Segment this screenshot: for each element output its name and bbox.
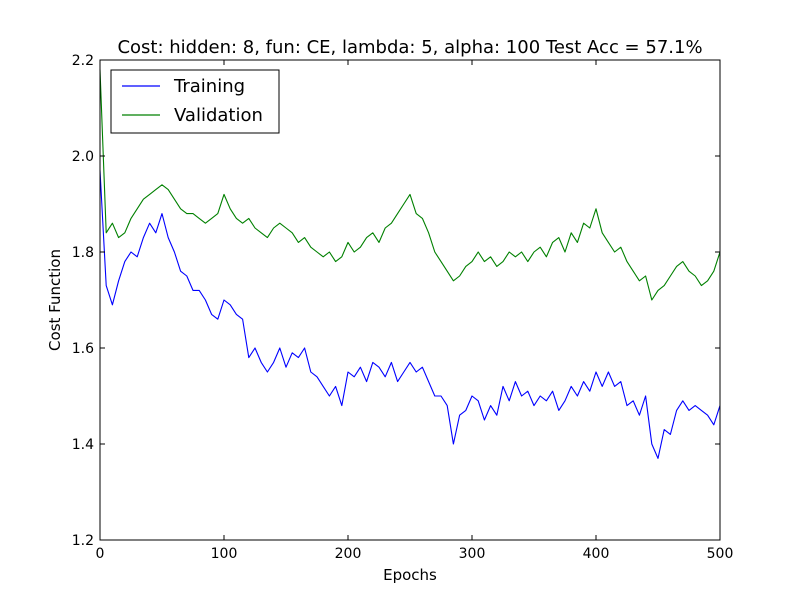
legend-box [110,69,280,134]
x-tick-label: 400 [583,546,610,562]
legend: Training Validation [110,69,280,134]
legend-label-training: Training [173,76,245,97]
chart-title: Cost: hidden: 8, fun: CE, lambda: 5, alp… [117,37,702,58]
y-axis-label: Cost Function [46,249,64,351]
x-tick-label: 300 [459,546,486,562]
x-tick-label: 0 [96,546,105,562]
y-tick-label: 2.0 [72,149,94,165]
plot-area [100,60,720,540]
x-tick-label: 100 [211,546,238,562]
x-tick-label: 200 [335,546,362,562]
y-tick-label: 1.2 [72,533,94,549]
y-tick-label: 2.2 [72,53,94,69]
y-tick-label: 1.4 [72,437,94,453]
series-line-validation [99,69,721,301]
series-line-training [99,170,721,459]
y-tick-label: 1.6 [72,341,94,357]
series-layer [99,69,721,459]
x-axis-label: Epochs [383,566,437,584]
y-tick-label: 1.8 [72,245,94,261]
plot-background [100,60,720,540]
plot-frame [99,59,721,541]
ticks-layer: 0 100 200 300 400 500 1.2 1.4 1.6 1.8 2.0 2.2 [72,53,734,562]
x-tick-label: 500 [707,546,734,562]
legend-label-validation: Validation [174,105,263,126]
